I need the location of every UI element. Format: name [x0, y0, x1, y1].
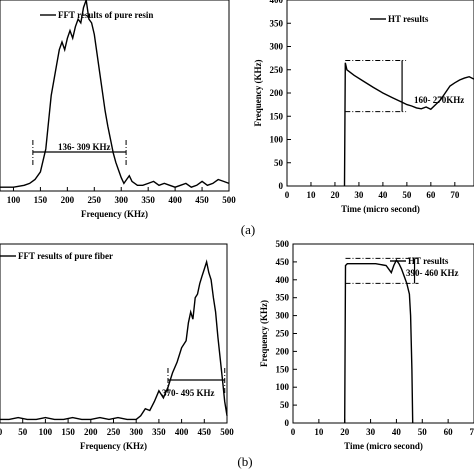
x-tick-label: 400 — [168, 195, 182, 205]
y-tick-label: 500 — [276, 239, 290, 249]
legend-entry: HT results — [388, 14, 429, 24]
x-tick-label: 50 — [418, 427, 428, 437]
legend-entry: HT results — [408, 256, 449, 266]
x-axis-label: Frequency (KHz) — [80, 441, 147, 451]
y-tick-label: 200 — [270, 88, 284, 98]
band-annotation: 160- 270KHz — [414, 95, 464, 105]
x-tick-label: 400 — [175, 427, 189, 437]
x-axis-label: Time (micro second) — [344, 441, 423, 451]
x-tick-label: 50 — [18, 427, 28, 437]
x-tick-label: 500 — [222, 195, 236, 205]
x-tick-label: 40 — [378, 190, 388, 200]
legend-entry: FFT results of pure fiber — [18, 251, 113, 261]
x-tick-label: 350 — [141, 195, 155, 205]
y-tick-label: 300 — [270, 42, 284, 52]
y-tick-label: 250 — [276, 329, 290, 339]
x-tick-label: 50 — [402, 190, 412, 200]
series-line — [0, 0, 230, 188]
x-tick-label: 40 — [392, 427, 402, 437]
x-tick-label: 300 — [114, 195, 128, 205]
x-tick-label: 200 — [61, 195, 75, 205]
caption-b: (b) — [237, 454, 252, 469]
x-tick-label: 20 — [330, 190, 340, 200]
chart-ht-fiber: 0 10 20 30 40 50 60 70 0 50 100 150 200 250 300 350 400 4… — [259, 239, 474, 451]
y-tick-label: 100 — [276, 382, 290, 392]
y-tick-label: 350 — [276, 293, 290, 303]
x-tick-label: 0 — [285, 190, 290, 200]
x-tick-label: 200 — [84, 427, 98, 437]
y-tick-label: 250 — [270, 65, 284, 75]
x-tick-label: 450 — [198, 427, 212, 437]
y-tick-label: 0 — [279, 181, 284, 191]
x-tick-label: 250 — [88, 195, 102, 205]
y-tick-label: 50 — [280, 400, 290, 410]
chart-ht-resin: 0 10 20 30 40 50 60 70 0 50 100 150 200 250 300 350 400 T… — [253, 0, 474, 214]
y-axis-label: Frequency (KHz) — [259, 300, 269, 367]
x-tick-label: 30 — [366, 427, 376, 437]
band-annotation: 370- 495 KHz — [162, 388, 215, 398]
x-tick-label: 150 — [61, 427, 75, 437]
y-tick-label: 300 — [276, 311, 290, 321]
x-tick-label: 10 — [306, 190, 316, 200]
caption-a: (a) — [241, 222, 255, 237]
y-tick-label: 100 — [270, 135, 284, 145]
x-tick-label: 300 — [129, 427, 143, 437]
x-tick-label: 100 — [7, 195, 21, 205]
x-tick-label: 30 — [354, 190, 364, 200]
x-tick-label: 450 — [195, 195, 209, 205]
series-line — [344, 258, 414, 424]
y-tick-label: 200 — [276, 346, 290, 356]
x-tick-label: 350 — [152, 427, 166, 437]
y-tick-label: 50 — [274, 158, 284, 168]
x-tick-label: 70 — [470, 427, 474, 437]
y-tick-label: 150 — [276, 364, 290, 374]
y-tick-label: 0 — [285, 418, 290, 428]
series-line — [0, 259, 228, 421]
x-axis-label: Frequency (KHz) — [81, 209, 148, 219]
legend-entry: FFT results of pure resin — [58, 10, 153, 20]
x-tick-label: 70 — [450, 190, 460, 200]
y-tick-label: 150 — [270, 111, 284, 121]
x-tick-label: 500 — [220, 427, 234, 437]
plot-frame — [0, 0, 230, 192]
x-tick-label: 20 — [340, 427, 350, 437]
x-tick-label: 10 — [314, 427, 324, 437]
band-annotation: 390- 460 KHz — [406, 268, 459, 278]
chart-fft-fiber: 0 50 100 150 200 250 300 350 400 450 500 Frequency … — [0, 243, 234, 451]
x-tick-label: 150 — [34, 195, 48, 205]
series-line — [343, 62, 474, 187]
x-tick-label: 60 — [426, 190, 436, 200]
band-annotation: 136- 309 KHz — [58, 142, 111, 152]
y-tick-label: 450 — [276, 257, 290, 267]
x-axis-label: Time (micro second) — [341, 204, 420, 214]
x-tick-label: 60 — [444, 427, 454, 437]
y-axis-label: Frequency (KHz) — [253, 59, 263, 126]
y-tick-label: 350 — [270, 18, 284, 28]
x-tick-label: 0 — [0, 427, 3, 437]
y-tick-label: 400 — [270, 0, 284, 5]
chart-fft-resin: 100 150 200 250 300 350 400 450 500 Frequency (KH… — [0, 0, 236, 219]
y-tick-label: 400 — [276, 275, 290, 285]
x-tick-label: 0 — [291, 427, 296, 437]
x-tick-label: 100 — [39, 427, 53, 437]
x-tick-label: 250 — [107, 427, 121, 437]
